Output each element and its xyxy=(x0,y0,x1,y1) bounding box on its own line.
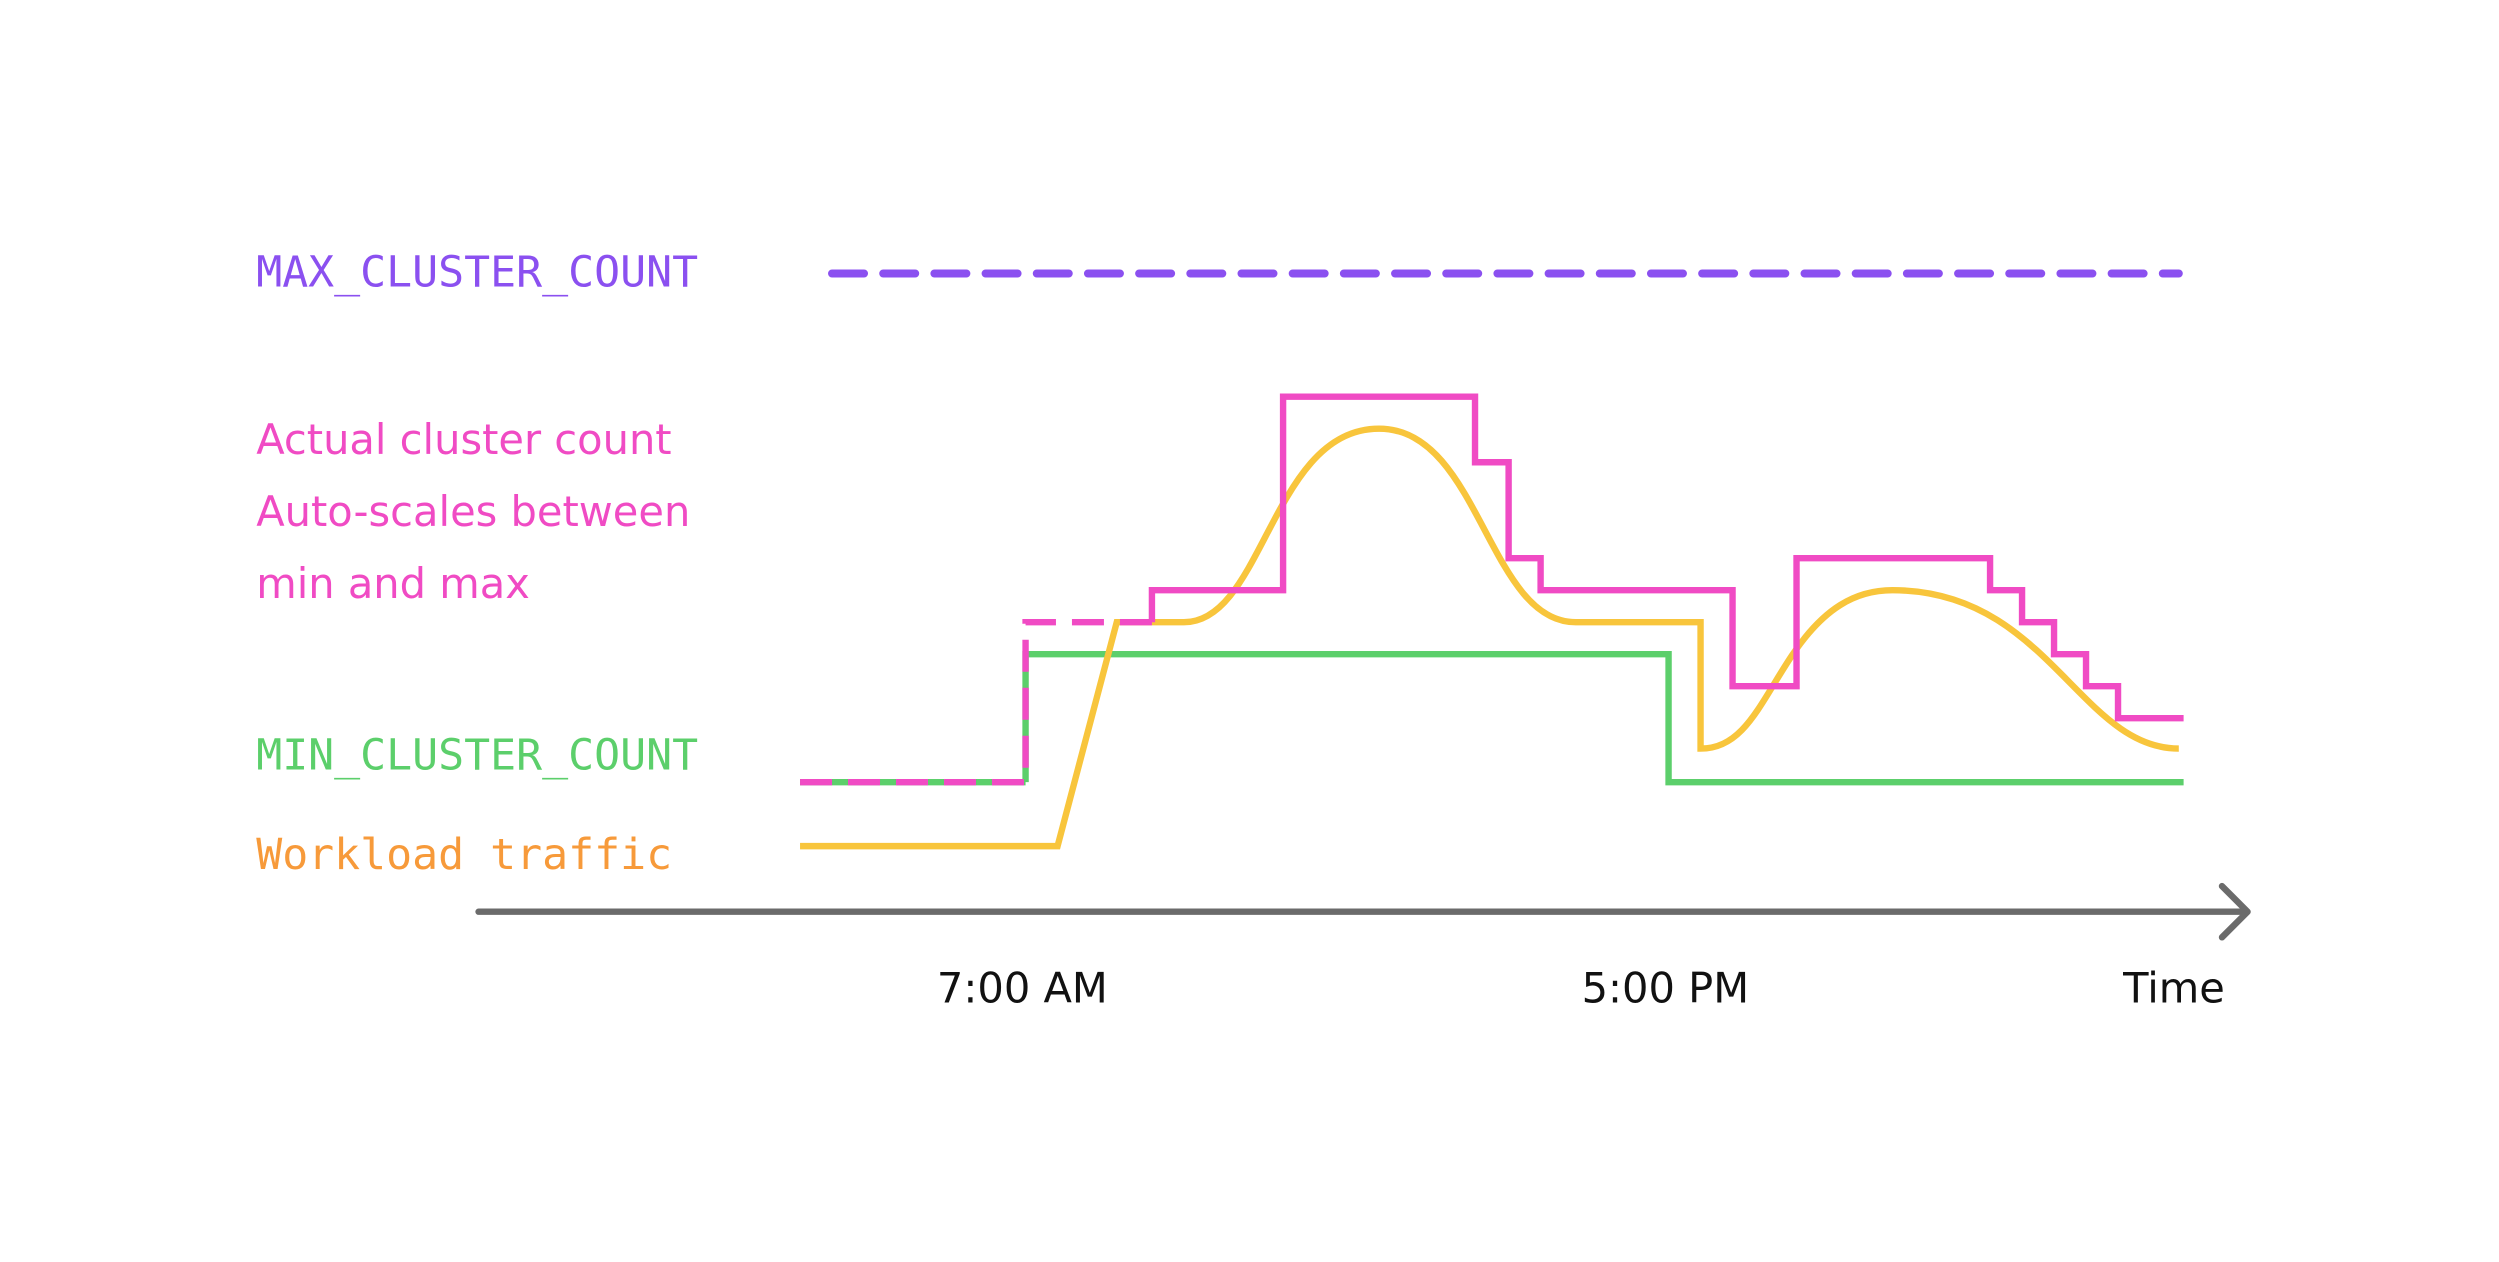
axis-arrow xyxy=(2218,882,2251,941)
x-tick-label: 5:00 PM xyxy=(1582,964,1750,1013)
min-label: MIN_CLUSTER_COUNT xyxy=(256,731,698,781)
actual-label: Actual cluster count xyxy=(256,415,671,464)
actual-line-dashed xyxy=(800,619,1152,786)
axis-label: Time xyxy=(2122,964,2225,1013)
actual-label: Auto-scales between xyxy=(256,487,690,536)
max-label: MAX_CLUSTER_COUNT xyxy=(256,248,698,298)
x-tick-label: 7:00 AM xyxy=(937,964,1108,1013)
workload-label: Workload traffic xyxy=(256,830,672,880)
actual-line xyxy=(1148,393,2184,722)
workload-line xyxy=(800,425,2179,850)
actual-label: min and max xyxy=(256,559,530,608)
